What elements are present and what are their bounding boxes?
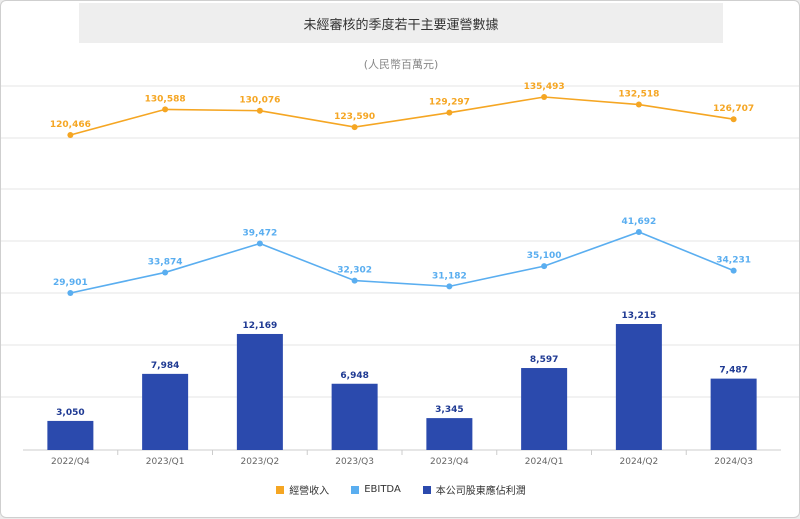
revenue-point-label: 130,588 bbox=[145, 94, 186, 104]
revenue-point-label: 129,297 bbox=[429, 98, 470, 108]
x-tick-label: 2023/Q2 bbox=[241, 457, 280, 467]
profit-bar bbox=[426, 418, 473, 450]
profit-bar bbox=[142, 373, 189, 450]
legend-label-profit: 本公司股東應佔利潤 bbox=[435, 486, 526, 497]
revenue-line bbox=[70, 96, 734, 136]
revenue-point bbox=[635, 101, 642, 108]
revenue-point bbox=[256, 107, 263, 114]
legend-item-ebitda[interactable]: EBITDA bbox=[351, 482, 401, 497]
ebitda-point-label: 32,302 bbox=[337, 266, 372, 276]
revenue-point bbox=[541, 94, 548, 100]
ebitda-point bbox=[541, 263, 548, 270]
profit-bar bbox=[47, 420, 94, 450]
profit-bar bbox=[331, 383, 378, 450]
x-tick-label: 2024/Q1 bbox=[525, 457, 564, 467]
legend-swatch-profit bbox=[422, 485, 431, 494]
ebitda-point bbox=[635, 229, 642, 235]
revenue-point bbox=[162, 106, 169, 113]
legend-item-profit[interactable]: 本公司股東應佔利潤 bbox=[422, 482, 526, 497]
ebitda-line bbox=[70, 231, 734, 294]
legend-label-ebitda: EBITDA bbox=[364, 484, 401, 495]
x-tick-label: 2023/Q1 bbox=[146, 457, 185, 467]
revenue-point-label: 135,493 bbox=[524, 82, 565, 92]
ebitda-point-label: 41,692 bbox=[622, 217, 657, 227]
ebitda-point-label: 29,901 bbox=[53, 278, 88, 288]
ebitda-point bbox=[730, 267, 737, 274]
x-tick-label: 2022/Q4 bbox=[51, 457, 90, 467]
ebitda-point bbox=[162, 269, 169, 276]
legend-swatch-ebitda bbox=[351, 485, 360, 494]
revenue-point bbox=[730, 116, 737, 123]
x-tick-label: 2023/Q4 bbox=[430, 457, 469, 467]
profit-bar bbox=[521, 368, 568, 450]
profit-bar-label: 8,597 bbox=[530, 355, 558, 365]
revenue-point-label: 120,466 bbox=[50, 120, 91, 130]
ebitda-point-label: 35,100 bbox=[527, 251, 562, 261]
profit-bar-label: 12,169 bbox=[243, 321, 278, 331]
revenue-point bbox=[67, 132, 74, 138]
revenue-point-label: 123,590 bbox=[334, 112, 375, 122]
ebitda-point-label: 34,231 bbox=[716, 256, 751, 266]
profit-bar-label: 13,215 bbox=[622, 311, 657, 321]
chart-title-bar: 未經審核的季度若干主要運營數據 bbox=[79, 3, 723, 43]
revenue-point bbox=[351, 124, 358, 131]
chart-subtitle: (人民幣百萬元) bbox=[363, 58, 439, 71]
revenue-point-label: 132,518 bbox=[618, 90, 659, 100]
ebitda-point bbox=[351, 277, 358, 284]
legend-swatch-revenue bbox=[276, 485, 285, 494]
legend-item-revenue[interactable]: 經營收入 bbox=[276, 482, 329, 497]
profit-bar-label: 3,050 bbox=[56, 408, 84, 418]
profit-bar bbox=[236, 333, 283, 450]
revenue-point bbox=[446, 109, 453, 116]
profit-bar-label: 7,984 bbox=[151, 361, 179, 371]
ebitda-point bbox=[446, 283, 453, 290]
revenue-point-label: 130,076 bbox=[239, 96, 280, 106]
x-tick-label: 2024/Q2 bbox=[620, 457, 659, 467]
profit-bar bbox=[615, 324, 662, 450]
revenue-point-label: 126,707 bbox=[713, 104, 754, 114]
ebitda-point-label: 31,182 bbox=[432, 271, 467, 281]
profit-bar-label: 6,948 bbox=[340, 371, 368, 381]
ebitda-point-label: 33,874 bbox=[148, 257, 183, 267]
profit-bar-label: 3,345 bbox=[435, 405, 463, 415]
profit-bar-label: 7,487 bbox=[719, 366, 747, 376]
chart-legend: 經營收入 EBITDA 本公司股東應佔利潤 bbox=[1, 482, 800, 497]
x-tick-label: 2023/Q3 bbox=[335, 457, 374, 467]
x-tick-label: 2024/Q3 bbox=[714, 457, 753, 467]
profit-bar bbox=[710, 378, 757, 450]
chart-title: 未經審核的季度若干主要運營數據 bbox=[303, 17, 499, 33]
ebitda-point bbox=[256, 240, 263, 247]
ebitda-point-label: 39,472 bbox=[243, 228, 278, 238]
ebitda-point bbox=[67, 290, 74, 296]
legend-label-revenue: 經營收入 bbox=[289, 486, 330, 497]
